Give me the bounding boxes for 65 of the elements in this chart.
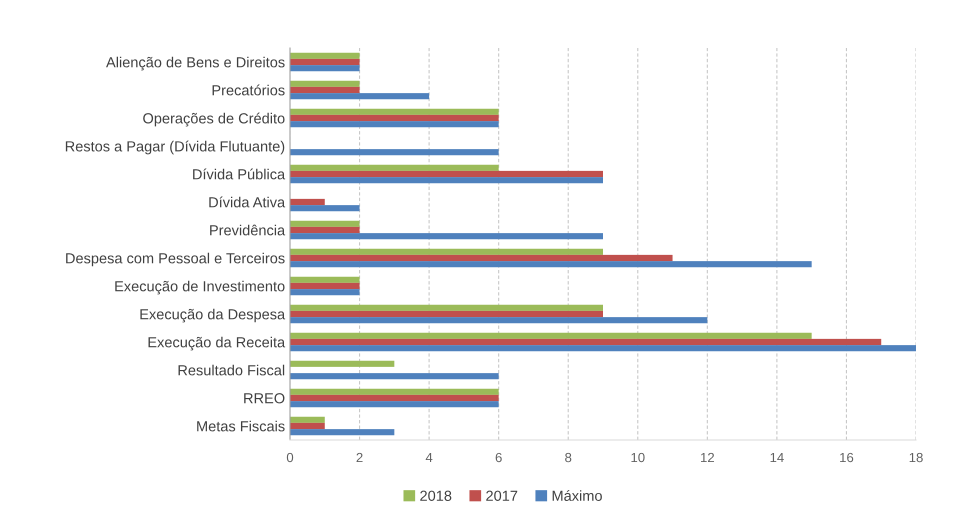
bar [290, 276, 360, 283]
bar [290, 289, 360, 296]
bar [290, 86, 360, 94]
bar [290, 93, 430, 100]
bar [290, 114, 499, 122]
y-tick-label: Metas Fiscais [197, 420, 285, 432]
x-tick-label: 2 [356, 452, 363, 462]
x-tick-label: 14 [770, 452, 784, 462]
x-tick-label: 12 [701, 452, 714, 462]
y-tick-label: Alienção de Bens e Direitos [106, 56, 285, 70]
bar [290, 108, 499, 115]
bar [290, 58, 360, 66]
y-tick-label: Execução da Despesa [140, 308, 286, 322]
y-tick-label: Dívida Pública [193, 168, 286, 180]
bar [290, 388, 499, 395]
bar [290, 254, 673, 262]
y-tick-label: Despesa com Pessoal e Terceiros [66, 252, 285, 266]
bar [290, 205, 360, 212]
bar [290, 65, 360, 72]
y-tick-label: Operações de Crédito [143, 112, 285, 126]
x-tick-label: 8 [565, 452, 572, 462]
bar [290, 248, 603, 255]
bar [290, 394, 499, 402]
bar [290, 149, 499, 156]
legend-label: 2017 [486, 490, 518, 501]
bar [290, 317, 708, 324]
bar [290, 360, 394, 367]
bar [290, 226, 360, 234]
bar [290, 416, 325, 423]
bar [290, 198, 325, 206]
y-tick-label: Resultado Fiscal [178, 364, 284, 376]
x-tick-label: 16 [840, 452, 854, 462]
legend-label: Máximo [552, 490, 602, 501]
x-tick-label: 10 [631, 452, 645, 462]
y-tick-label: Precatórios [212, 84, 285, 96]
bar [290, 233, 603, 240]
bar [290, 282, 360, 290]
bar [290, 332, 812, 339]
bar [290, 52, 360, 59]
y-tick-label: Execução da Receita [148, 336, 286, 350]
x-tick-label: 4 [426, 452, 432, 462]
bar [290, 373, 499, 380]
bar [290, 170, 603, 178]
y-tick-label: Previdência [210, 224, 286, 236]
bar [290, 310, 603, 318]
bar [290, 345, 916, 352]
x-tick-label: 0 [286, 452, 294, 462]
bar [290, 422, 325, 430]
y-tick-label: RREO [244, 393, 284, 404]
bar [290, 429, 394, 436]
bar [290, 261, 812, 268]
bar [290, 80, 360, 87]
bar [290, 304, 603, 311]
x-tick-label: 18 [910, 452, 923, 462]
bar [290, 177, 603, 184]
bar [290, 220, 360, 227]
bar [290, 164, 499, 171]
y-tick-label: Execução de Investimento [115, 280, 285, 294]
bar [290, 338, 882, 346]
legend-label: 2018 [420, 490, 452, 501]
y-tick-label: Restos a Pagar (Dívida Flutuante) [66, 140, 284, 154]
y-tick-label: Dívida Ativa [209, 196, 286, 208]
x-tick-label: 6 [496, 452, 502, 462]
bar [290, 401, 499, 408]
bar [290, 121, 499, 128]
